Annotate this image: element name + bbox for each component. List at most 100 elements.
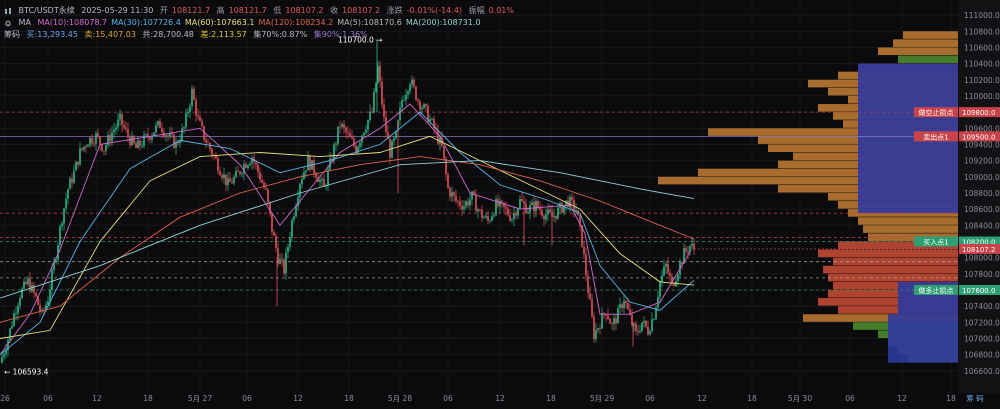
price-tag-label-bg[interactable] [914,284,958,295]
ma-line [0,160,695,299]
candle-body [313,160,315,174]
price-tag-label-bg[interactable] [914,236,958,247]
candle-body [619,304,621,309]
price-tag-value: 109800.0 [962,109,995,117]
y-tick-label: 108600.0 [964,205,1000,214]
y-tick-label: 107000.0 [964,334,1000,343]
candle-body [91,137,93,144]
price-tag-label[interactable]: 卖出点1 [923,132,948,141]
high-value: 108121.7 [228,6,267,15]
price-tag-label[interactable]: 做多止损点 [919,286,954,295]
candle-body [393,138,395,141]
candle-body [15,313,17,315]
ma-line [0,135,695,339]
candle-body [553,215,555,218]
candle-body [309,155,311,170]
candle-body [279,259,281,264]
candle-body [665,263,667,267]
candle-body [369,111,371,121]
candle-body [455,195,457,201]
candle-body [153,132,155,136]
candle-body [589,293,591,300]
candle-body [643,320,645,323]
chip-bar [863,225,958,233]
datetime-label: 2025-05-29 11:30 [81,6,154,15]
candle-body [431,118,433,120]
candle-body [543,215,545,220]
candle-body [433,118,435,129]
y-tick-label: 110200.0 [964,76,1000,85]
candle-body [129,137,131,146]
candle-body [497,199,499,207]
candle-body [537,200,539,208]
candle-body [47,301,49,305]
x-tick-label: 06 [242,394,252,403]
symbol-label[interactable]: BTC/USDT永续 [18,6,75,15]
candle-body [605,314,607,316]
y-tick-label: 108800.0 [964,189,1000,198]
candle-body [107,135,109,146]
candle-body [111,132,113,142]
candle-body [593,316,595,340]
candle-body [419,101,421,110]
chip-bar [658,176,958,185]
candle-body [357,146,359,154]
y-tick-label: 107400.0 [964,302,1000,311]
candle-body [627,303,629,310]
candle-body [287,246,289,253]
candle-body [321,179,323,181]
candle-body [353,138,355,146]
x-tick-label: 18 [344,394,354,403]
ma-label[interactable]: MA [18,18,31,27]
price-tag-label[interactable]: 买入点1 [923,238,948,246]
candle-body [291,220,293,238]
candle-body [513,212,515,220]
candle-body [83,146,85,150]
candle-body [299,184,301,198]
candle-body [405,94,407,101]
price-tag-label[interactable]: 做空止损点 [919,108,954,117]
candle-body [367,120,369,130]
candle-body [61,223,63,227]
candle-body [217,158,219,172]
candle-body [611,323,613,325]
price-tag-value-bg [959,131,1000,142]
candle-body [11,325,13,329]
chip-bar [878,47,958,56]
price-tag-value: 108107.2 [962,246,995,254]
candle-body [79,148,81,165]
candle-body [673,282,675,287]
candle-body [473,191,475,195]
y-tick-label: 107800.0 [964,270,1000,279]
candle-body [655,307,657,320]
candle-body [379,65,381,82]
candle-body [585,254,587,276]
candle-body [527,212,529,214]
candle-body [573,199,575,211]
candle-body [601,313,603,329]
candle-body [281,259,283,260]
price-tag-label-bg[interactable] [914,107,958,118]
price-tag-label-bg[interactable] [914,131,958,142]
x-tick-label: 12 [293,394,303,403]
candle-body [301,179,303,185]
candle-body [269,202,271,214]
candle-body [223,174,225,179]
chip-c90: 集90%:1.36% [313,30,368,39]
candle-body [195,99,197,116]
low-value: 108107.2 [285,6,324,15]
chip-bar [893,39,958,47]
bell-icon[interactable] [4,19,12,27]
chip-toggle-label[interactable]: 筹 码 [966,393,984,403]
candle-body [671,276,673,283]
candle-body [691,243,693,246]
candle-body [345,127,347,133]
candle-body [53,261,55,270]
chart-type-icon[interactable] [4,7,12,15]
chip-bar [838,241,958,250]
candle-body [35,292,37,297]
candle-body [575,210,577,211]
candle-body [143,135,145,146]
